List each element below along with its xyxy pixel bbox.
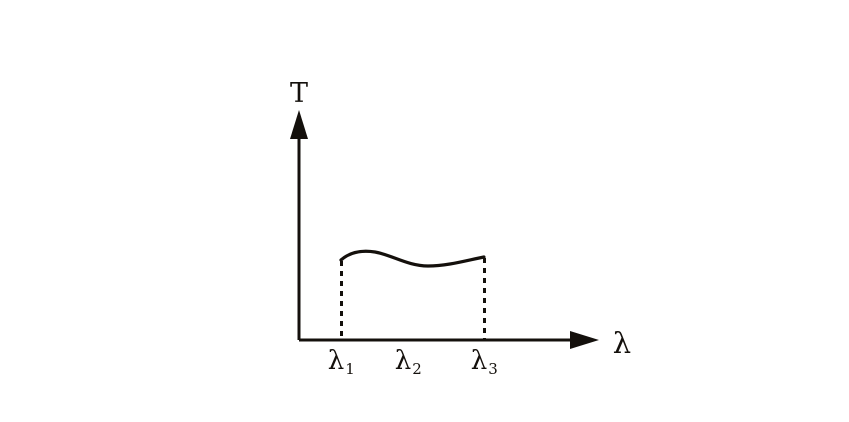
y-axis-label: T (290, 78, 308, 109)
tick-label-lambda1: λ₁ λ 1 (328, 346, 355, 378)
tick-label-lambda3-glyph: λ (471, 346, 487, 376)
x-axis-arrowhead (570, 331, 599, 349)
tick-label-lambda3: λ 3 (471, 346, 498, 378)
tick-label-lambda1-subscript: 1 (345, 360, 355, 378)
tick-label-lambda2-subscript: 2 (412, 360, 422, 378)
transmittance-curve (339, 249, 486, 268)
x-axis-label: λ (613, 326, 631, 360)
tick-label-lambda2-glyph: λ (395, 346, 411, 376)
y-axis-arrowhead (290, 110, 308, 139)
tick-label-lambda2: λ 2 (395, 346, 422, 378)
tick-label-lambda3-subscript: 3 (488, 360, 498, 378)
tick-label-lambda1-glyph: λ (328, 346, 344, 376)
